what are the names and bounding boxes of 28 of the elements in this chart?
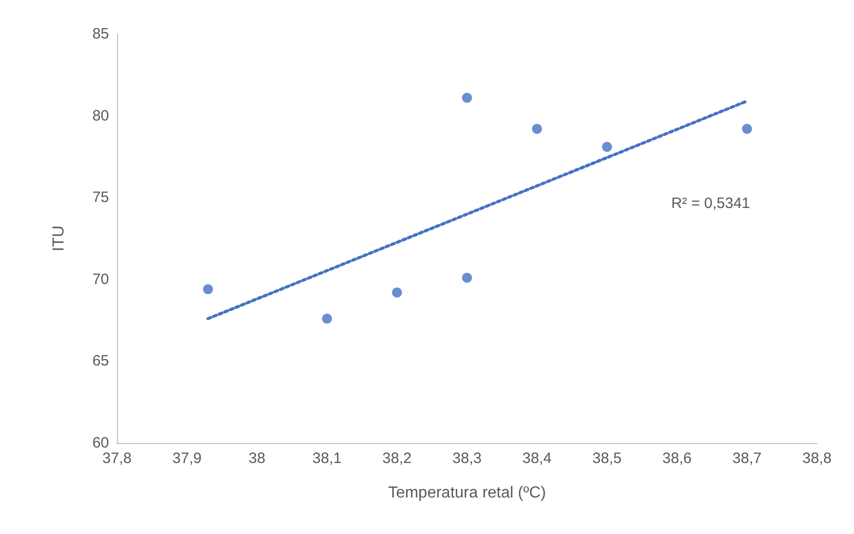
x-tick-label: 38,8 [802, 450, 832, 467]
x-tick-label: 38,6 [662, 450, 692, 467]
annotation: R² = 0,5341 [671, 195, 750, 212]
point [462, 272, 472, 283]
y-tick-label: 85 [92, 26, 109, 42]
x-axis-title: Temperatura retal (ºC) [388, 484, 546, 502]
x-tick-label: 38,4 [522, 450, 552, 467]
y-tick-label: 70 [92, 270, 109, 288]
x-tick-label: 38,1 [312, 450, 342, 467]
y-tick-label: 60 [92, 434, 109, 452]
point [322, 314, 332, 324]
x-tick-label: 38,3 [452, 450, 482, 467]
x-tick-label: 38,7 [732, 450, 762, 467]
x-tick-label: 37,9 [172, 450, 202, 467]
point [602, 142, 612, 152]
point [462, 92, 472, 103]
x-tick-label: 38,2 [382, 450, 412, 467]
y-tick-label: 80 [92, 107, 109, 124]
point [392, 287, 402, 298]
point [203, 284, 213, 294]
x-tick-label: 37,8 [102, 450, 132, 467]
y-tick-label: 75 [92, 189, 109, 206]
y-axis-title: ITU [50, 226, 68, 252]
y-tick-label: 65 [92, 352, 109, 370]
point [532, 124, 542, 134]
point [742, 124, 752, 134]
x-tick-label: 38 [248, 450, 266, 467]
x-tick-label: 38,5 [592, 450, 622, 467]
